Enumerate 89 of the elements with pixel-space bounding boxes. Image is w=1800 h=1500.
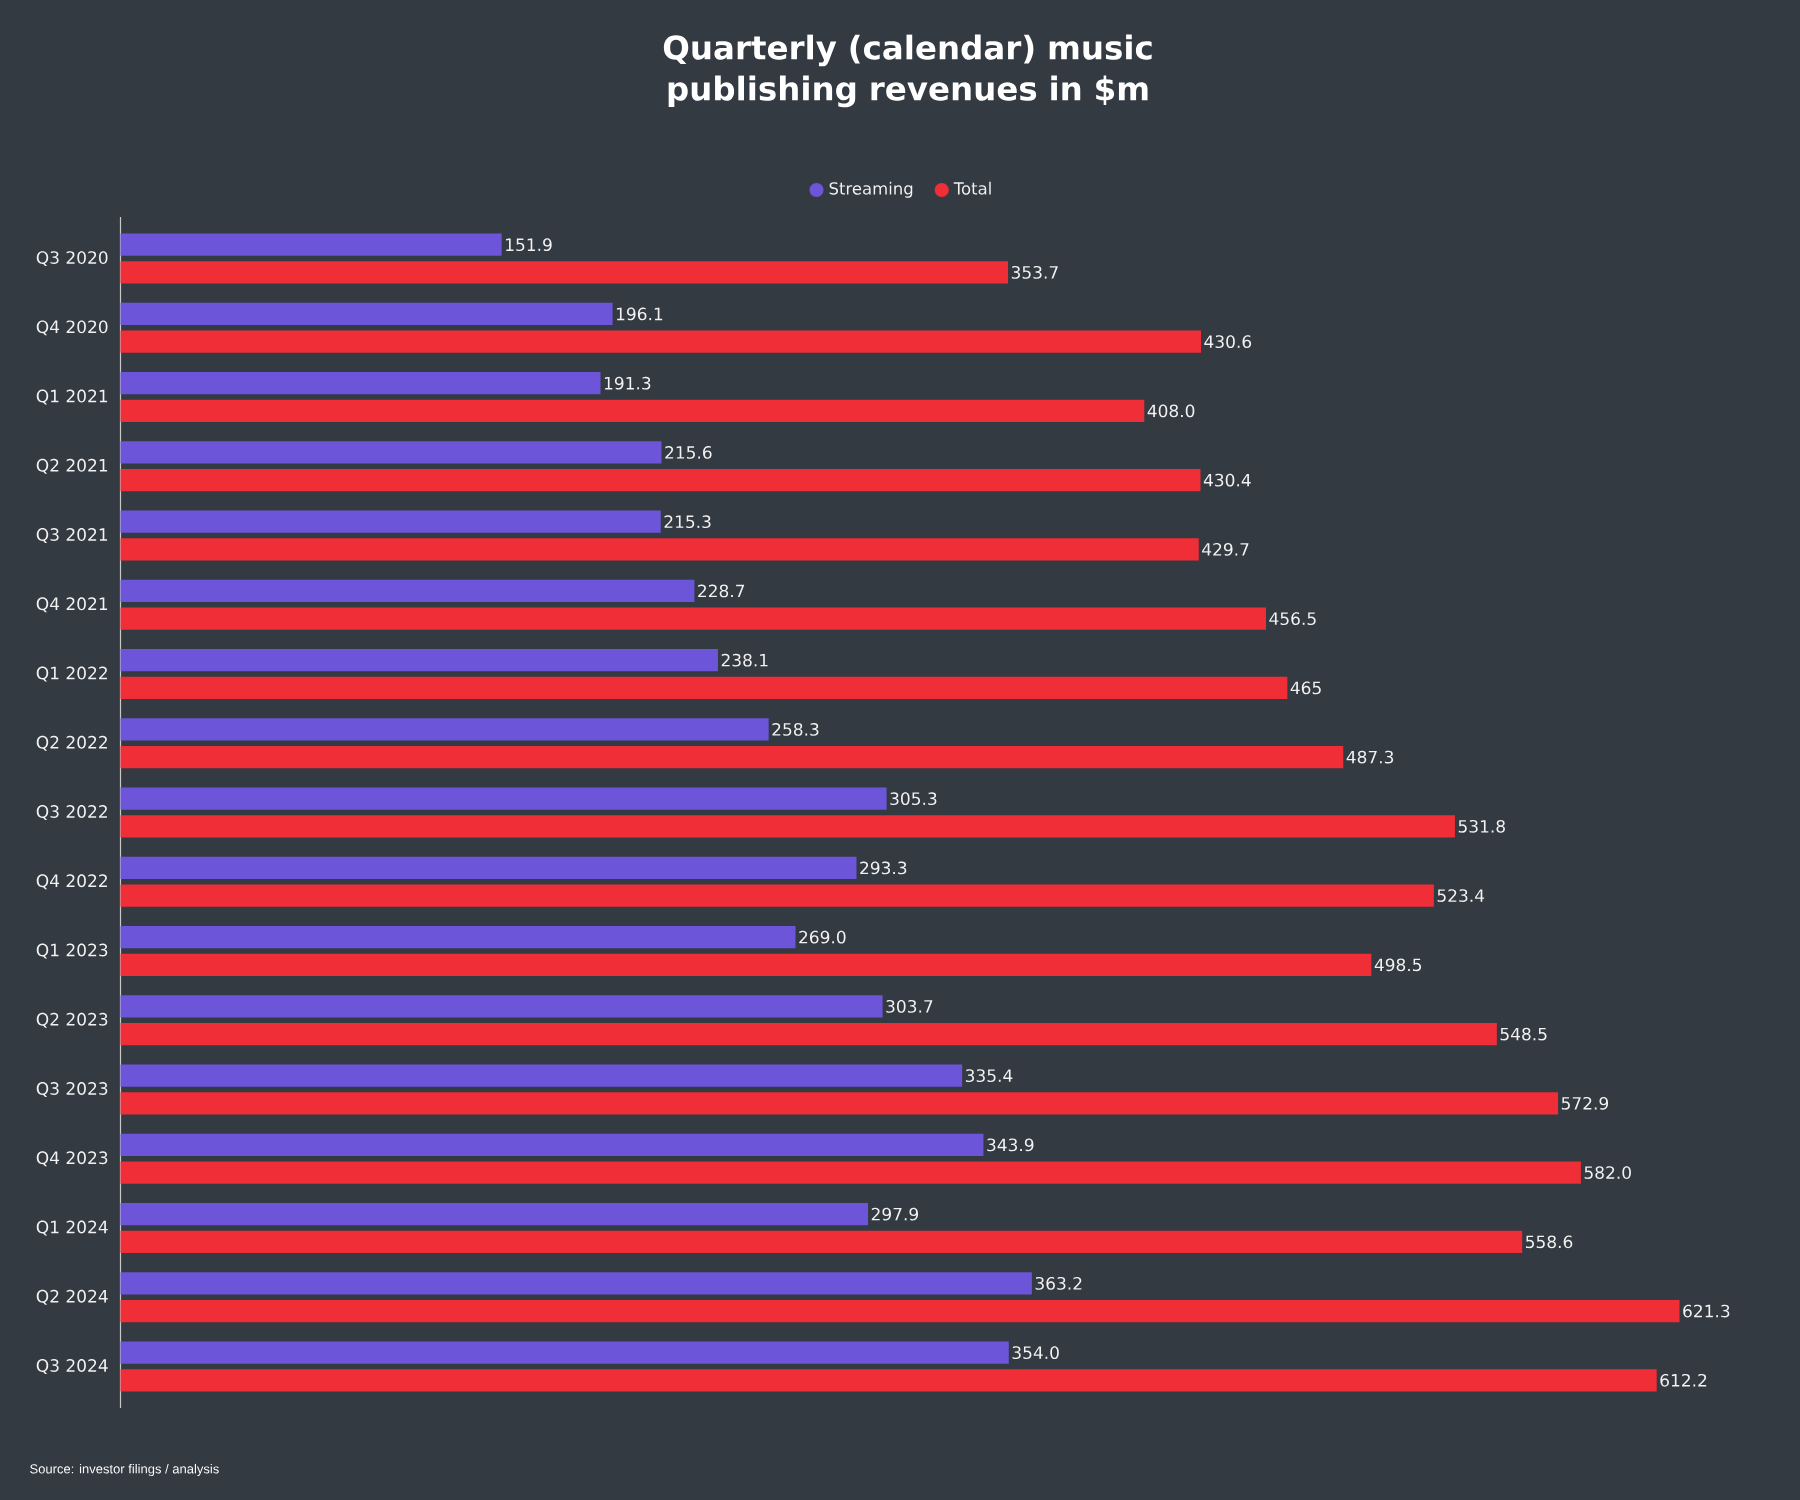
legend-label: Total	[953, 181, 991, 195]
data-label: 305.3	[890, 792, 937, 806]
bar	[120, 469, 1201, 492]
bar	[120, 441, 662, 464]
data-label: 151.9	[506, 238, 552, 252]
data-label: 297.9	[871, 1207, 919, 1221]
y-tick-label: Q1 2021	[36, 389, 108, 405]
data-label: 621.3	[1683, 1304, 1730, 1318]
bar	[120, 649, 718, 672]
y-tick-label: Q3 2021	[36, 528, 108, 543]
y-tick-label: Q4 2021	[36, 597, 108, 613]
bar	[120, 926, 796, 949]
data-label: 303.7	[886, 999, 933, 1013]
y-tick-label: Q1 2024	[36, 1220, 108, 1236]
data-label: 456.5	[1269, 612, 1316, 626]
bar	[120, 261, 1009, 284]
y-tick-label: Q3 2024	[36, 1359, 108, 1374]
data-label: 612.2	[1660, 1373, 1707, 1387]
data-label: 429.7	[1202, 542, 1249, 556]
y-tick-label: Q3 2023	[36, 1082, 108, 1097]
bar	[120, 579, 695, 602]
data-label: 191.3	[604, 376, 651, 390]
y-tick-label: Q1 2022	[36, 666, 107, 682]
bar	[120, 787, 887, 810]
data-label: 523.4	[1437, 889, 1485, 903]
data-label: 430.6	[1204, 335, 1252, 349]
data-label: 258.3	[772, 722, 819, 736]
bar	[120, 1369, 1657, 1392]
bar	[120, 746, 1344, 769]
y-tick-label: Q2 2023	[36, 1012, 108, 1028]
bar	[120, 1341, 1009, 1364]
data-label: 582.0	[1584, 1166, 1631, 1180]
y-tick-label: Q2 2021	[36, 458, 108, 474]
bar	[120, 815, 1455, 838]
data-label: 215.3	[664, 515, 711, 529]
bar	[120, 510, 661, 533]
data-label: 215.6	[665, 446, 712, 459]
data-label: 363.2	[1035, 1276, 1082, 1290]
bar	[120, 607, 1266, 630]
data-label: 335.4	[965, 1069, 1013, 1083]
data-label: 531.8	[1458, 819, 1505, 833]
bar	[120, 1064, 963, 1087]
bar	[120, 856, 857, 879]
data-label: 558.6	[1525, 1235, 1573, 1249]
data-label: 353.7	[1011, 265, 1058, 279]
data-label: 354.0	[1012, 1346, 1059, 1360]
chart-title: Quarterly (calendar) music publishing revenues in $m	[663, 34, 1152, 108]
data-label: 498.5	[1374, 958, 1422, 972]
bar	[120, 372, 601, 395]
bar	[120, 302, 613, 326]
data-label: 572.9	[1561, 1096, 1609, 1110]
y-tick-label: Q1 2023	[36, 943, 108, 959]
bar	[120, 1133, 984, 1156]
bar	[120, 995, 883, 1018]
data-label: 343.9	[987, 1138, 1034, 1152]
bar	[120, 538, 1199, 561]
bar	[120, 1299, 1680, 1323]
data-label: 430.4	[1203, 473, 1251, 487]
bar	[120, 1092, 1559, 1115]
data-label: 408.0	[1147, 404, 1195, 418]
bar	[120, 1203, 869, 1226]
y-tick-label: Q4 2022	[36, 874, 107, 890]
bar	[120, 1272, 1032, 1295]
bar	[120, 233, 502, 256]
bar	[120, 953, 1372, 976]
bar	[120, 1230, 1523, 1253]
bar	[120, 1023, 1497, 1046]
data-label: 196.1	[616, 307, 663, 321]
bar	[120, 884, 1434, 907]
data-label: 269.0	[799, 930, 846, 944]
bar	[120, 718, 769, 741]
data-label: 293.3	[860, 861, 907, 875]
y-tick-label: Q4 2020	[36, 320, 108, 336]
data-label: 548.5	[1500, 1027, 1547, 1041]
y-tick-label: Q2 2022	[36, 735, 107, 751]
y-tick-label: Q4 2023	[36, 1151, 108, 1167]
data-label: 487.3	[1346, 750, 1394, 764]
data-label: 238.1	[721, 653, 768, 667]
data-label: 465	[1290, 681, 1321, 695]
legend-label: Streaming	[829, 181, 913, 198]
bar	[120, 399, 1145, 422]
bar	[120, 1161, 1581, 1184]
bar	[120, 330, 1202, 353]
y-tick-label: Q3 2020	[36, 251, 108, 266]
y-tick-label: Q2 2024	[36, 1289, 108, 1305]
source-note: Source: investor filings / analysis	[30, 1463, 219, 1477]
y-tick-label: Q3 2022	[36, 805, 107, 820]
bar	[120, 676, 1288, 699]
data-label: 228.7	[698, 584, 745, 598]
